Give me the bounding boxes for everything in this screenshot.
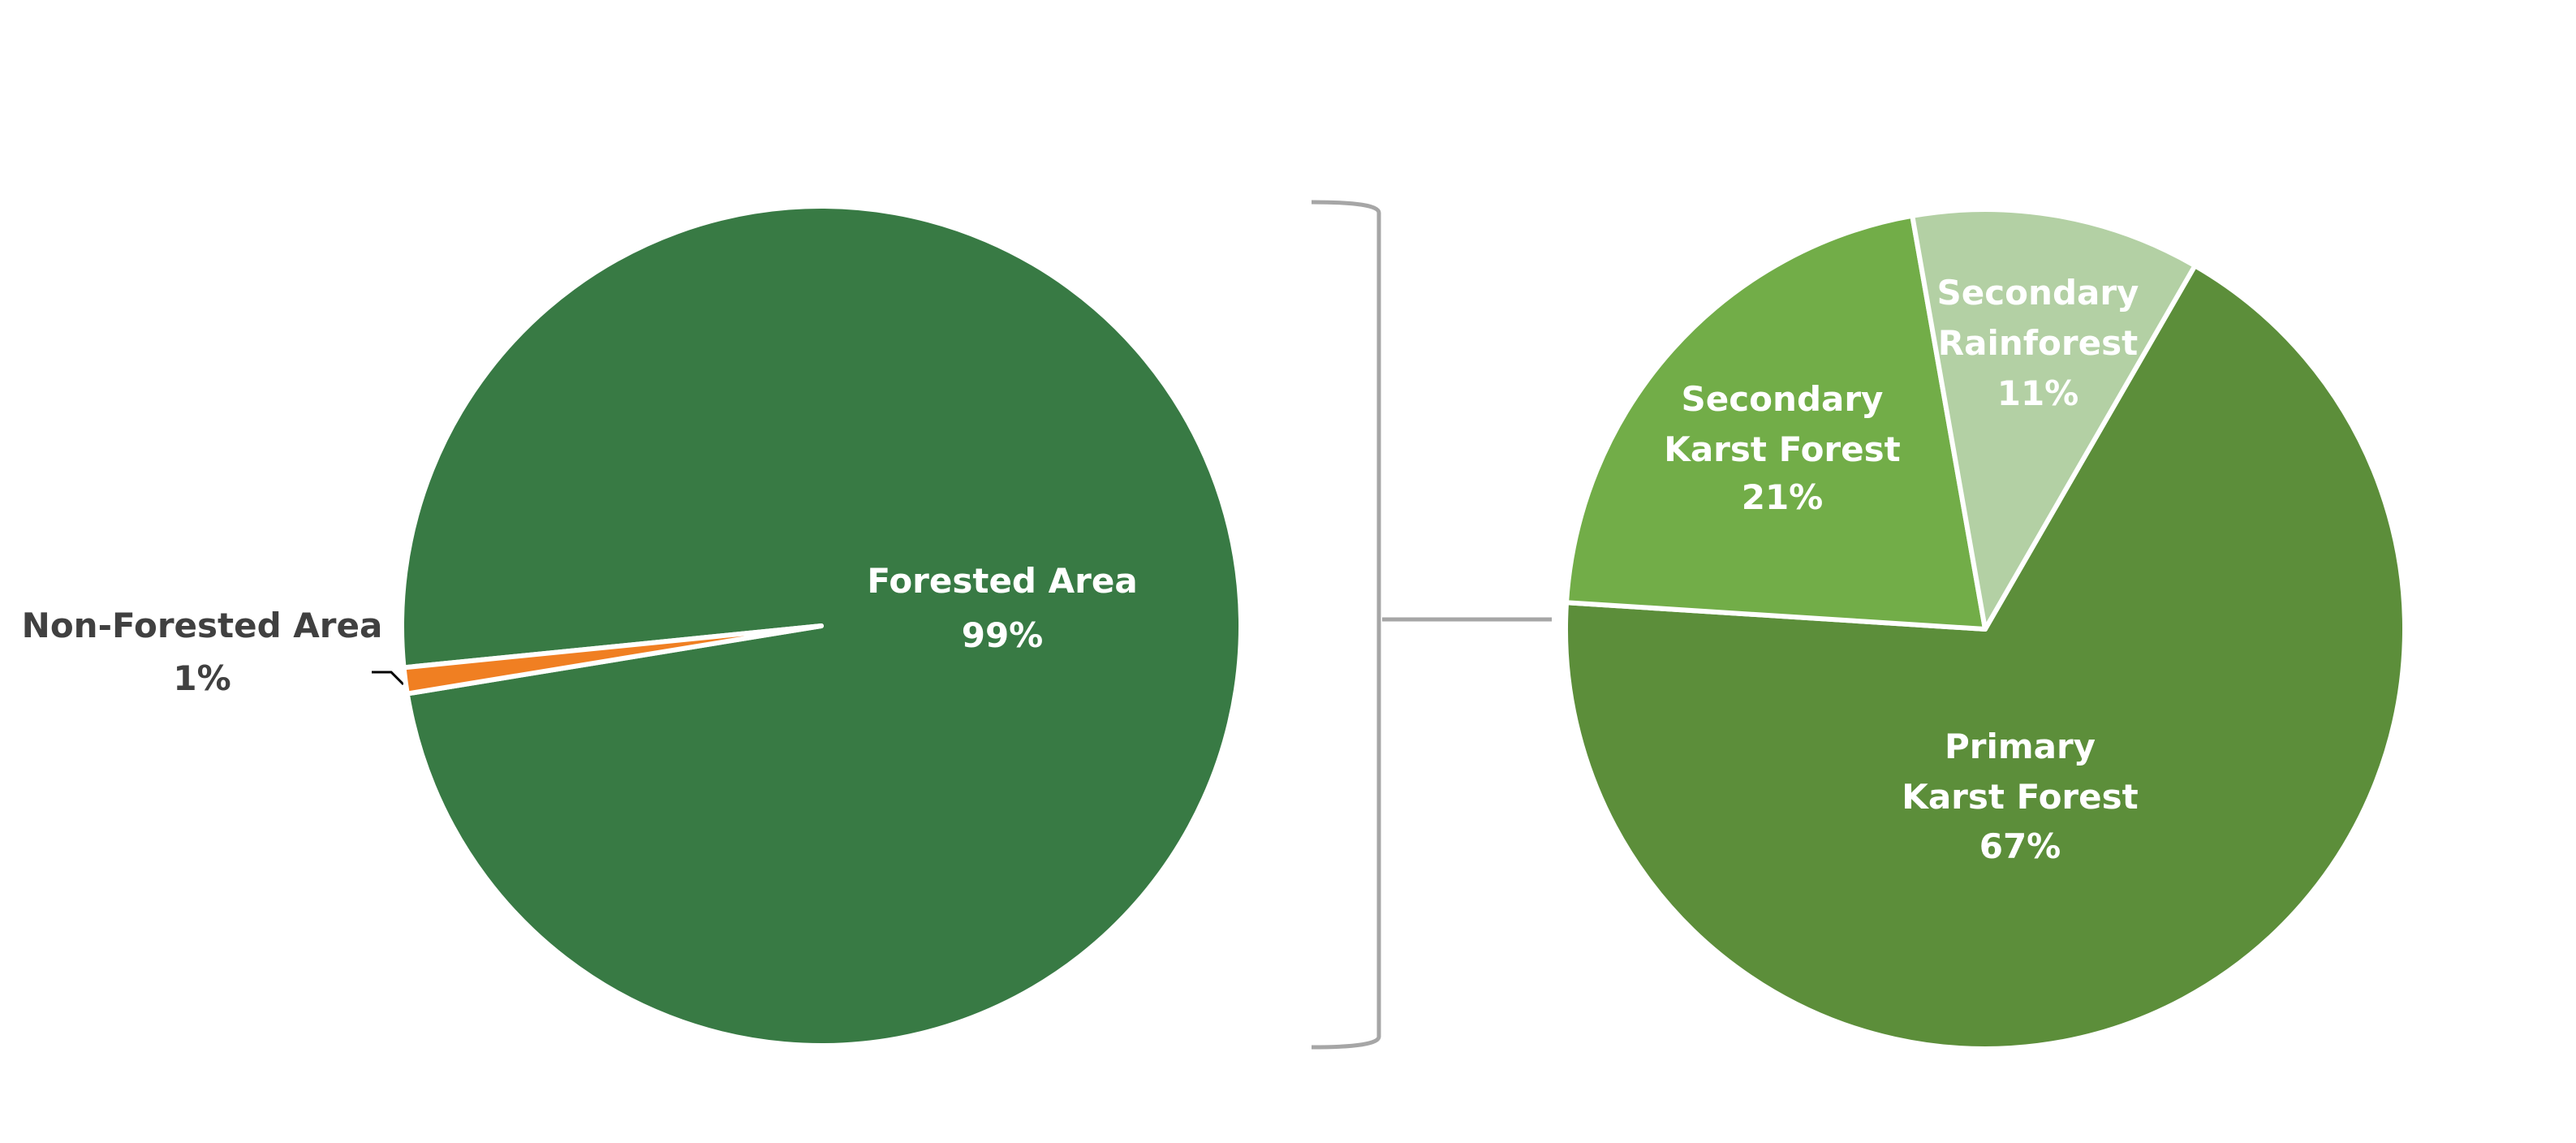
slice-category-label: Non-Forested Area: [21, 606, 383, 645]
slice-value-label: 99%: [961, 615, 1044, 655]
pie-slice: [401, 623, 824, 697]
slice-category-label: Forested Area: [867, 561, 1138, 601]
slice-category-label: Secondary Karst Forest: [1664, 379, 1901, 469]
slice-category-label: Primary Karst Forest: [1902, 727, 2139, 817]
bracket: [1311, 200, 1381, 1050]
pie-slice: [1563, 263, 2407, 1051]
slice-value-label: 67%: [1979, 826, 2061, 866]
slice-value-label: 1%: [173, 658, 231, 698]
pie-slice: [1564, 213, 1988, 632]
leader-line: [372, 671, 405, 686]
slice-value-label: 11%: [1997, 373, 2079, 413]
slice-value-label: 21%: [1741, 477, 1824, 517]
pie-slice: [1910, 206, 2198, 632]
slice-category-label: Secondary Rainforest: [1936, 273, 2139, 363]
